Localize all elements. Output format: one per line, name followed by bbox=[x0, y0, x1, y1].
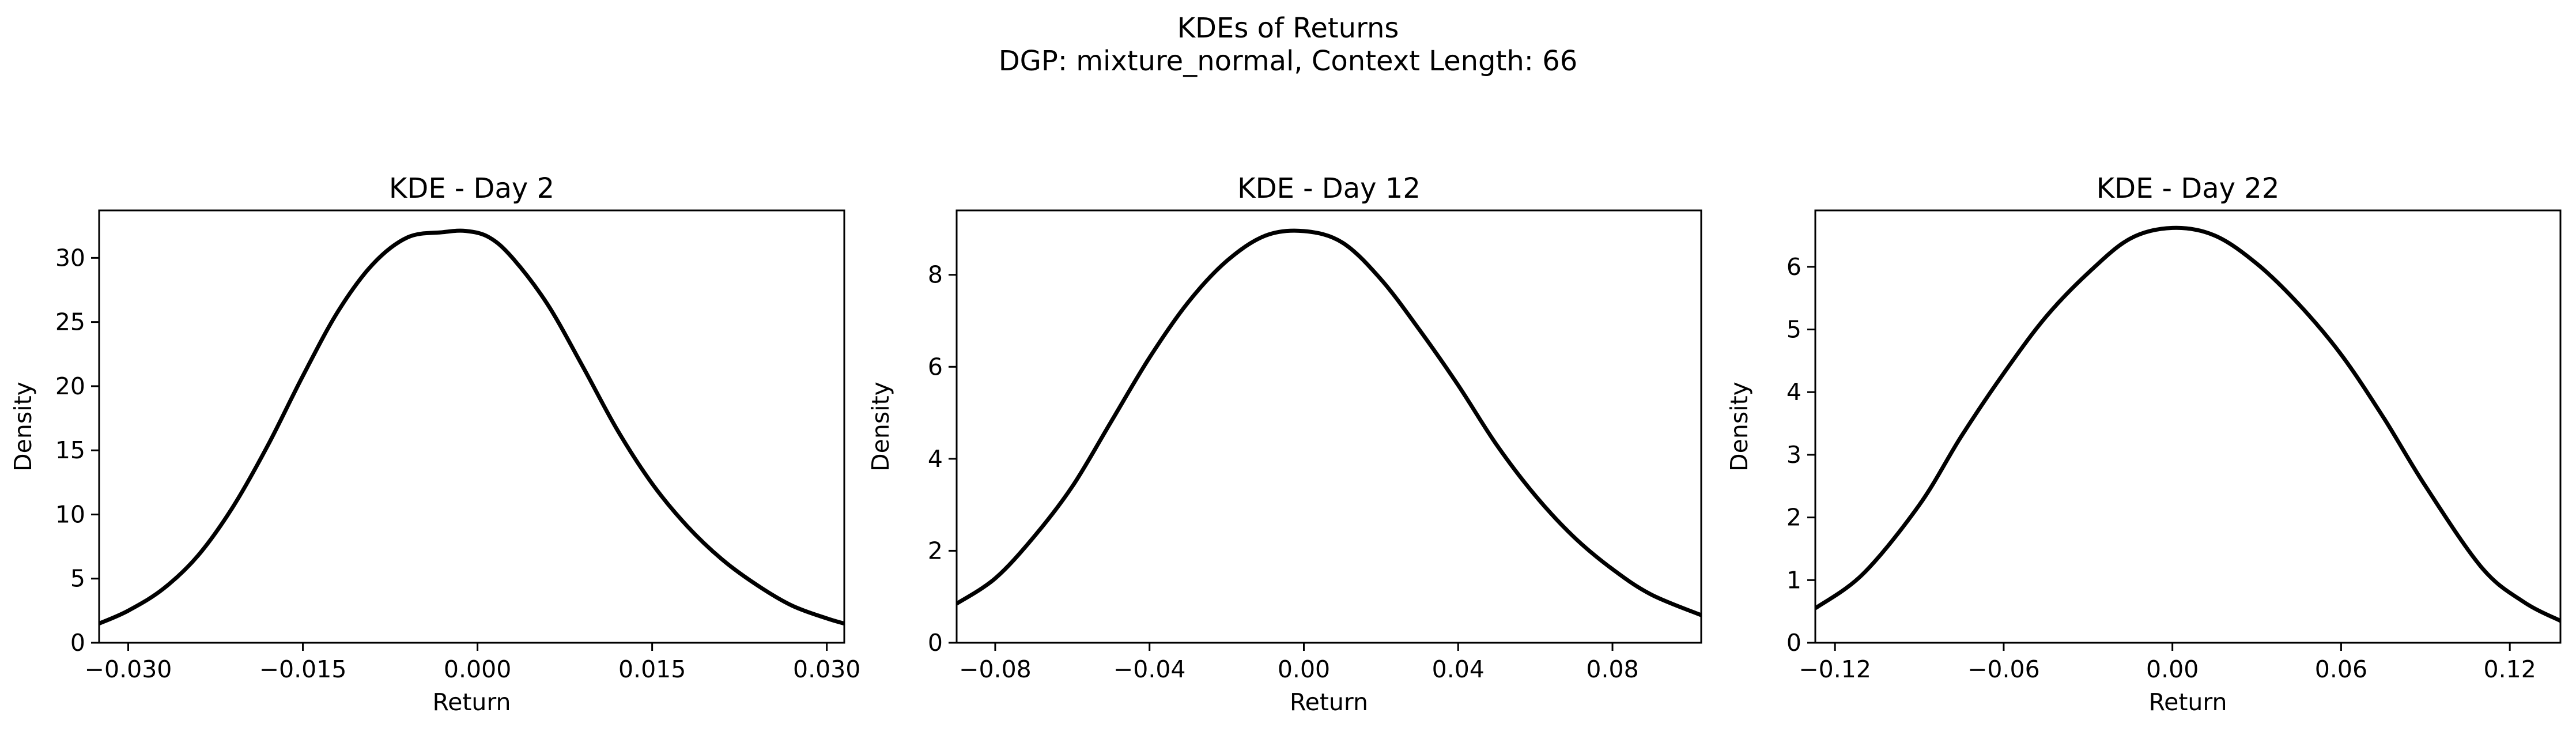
x-tick-label: 0.015 bbox=[618, 655, 686, 683]
x-tick-label: −0.12 bbox=[1799, 655, 1871, 683]
x-tick-label: 0.030 bbox=[793, 655, 860, 683]
y-tick-label: 6 bbox=[928, 353, 943, 380]
x-tick-label: 0.000 bbox=[444, 655, 511, 683]
y-tick-label: 25 bbox=[55, 308, 85, 336]
panel-title: KDE - Day 22 bbox=[2097, 172, 2280, 205]
kde-curve bbox=[1815, 225, 2560, 623]
figure-subtitle: DGP: mixture_normal, Context Length: 66 bbox=[999, 45, 1578, 77]
y-tick-label: 5 bbox=[70, 565, 85, 593]
y-axis-label: Density bbox=[867, 382, 894, 472]
y-tick-label: 5 bbox=[1786, 316, 1801, 344]
y-tick-label: 10 bbox=[55, 500, 85, 528]
kde-panel-3: −0.12 −0.06 0.00 0.06 0.12 0 1 2 3 4 5 6 KDE - Day 2… bbox=[1725, 172, 2562, 716]
y-tick-label: 8 bbox=[928, 261, 943, 289]
x-tick-label: −0.015 bbox=[259, 655, 347, 683]
y-tick-label: 15 bbox=[55, 436, 85, 464]
y-tick-label: 0 bbox=[70, 629, 85, 657]
x-tick-label: 0.08 bbox=[1586, 655, 1638, 683]
y-tick-label: 3 bbox=[1786, 441, 1801, 469]
y-tick-label: 4 bbox=[928, 445, 943, 473]
panel-title: KDE - Day 2 bbox=[389, 172, 554, 205]
figure-title: KDEs of Returns bbox=[1177, 12, 1399, 44]
x-tick-label: 0.12 bbox=[2484, 655, 2536, 683]
panel-title: KDE - Day 12 bbox=[1237, 172, 1421, 205]
y-tick-label: 0 bbox=[1786, 629, 1801, 657]
x-tick-label: −0.08 bbox=[959, 655, 1032, 683]
kde-panel-2: −0.08 −0.04 0.00 0.04 0.08 0 2 4 6 8 KDE - Day 12 R… bbox=[867, 172, 1702, 716]
axes-frame bbox=[98, 209, 845, 644]
x-axis-label: Return bbox=[432, 688, 511, 716]
y-tick-label: 30 bbox=[55, 244, 85, 272]
x-axis-label: Return bbox=[1290, 688, 1368, 716]
x-tick-label: −0.04 bbox=[1113, 655, 1186, 683]
x-tick-label: −0.06 bbox=[1967, 655, 2040, 683]
y-tick-label: 2 bbox=[928, 537, 943, 564]
y-tick-label: 1 bbox=[1786, 566, 1801, 594]
x-axis-label: Return bbox=[2148, 688, 2227, 716]
x-tick-label: 0.00 bbox=[1278, 655, 1330, 683]
y-tick-label: 6 bbox=[1786, 253, 1801, 281]
x-tick-label: −0.030 bbox=[85, 655, 172, 683]
axes-frame bbox=[1814, 209, 2562, 644]
y-tick-label: 2 bbox=[1786, 504, 1801, 532]
y-tick-label: 4 bbox=[1786, 378, 1801, 406]
axes-frame bbox=[955, 209, 1702, 644]
y-tick-label: 20 bbox=[55, 372, 85, 400]
x-tick-label: 0.04 bbox=[1432, 655, 1485, 683]
x-tick-label: 0.06 bbox=[2315, 655, 2367, 683]
y-tick-label: 0 bbox=[928, 629, 943, 657]
x-tick-label: 0.00 bbox=[2146, 655, 2199, 683]
panels: −0.030 −0.015 0.000 0.015 0.030051015202530K… bbox=[9, 172, 2562, 716]
kde-panel-1: −0.030 −0.015 0.000 0.015 0.030 0 5 10 15 20 25 30 K… bbox=[9, 172, 860, 716]
y-axis-label: Density bbox=[1725, 382, 1753, 472]
kde-curve bbox=[957, 228, 1701, 617]
y-axis-label: Density bbox=[9, 382, 37, 472]
kde-curve bbox=[99, 228, 844, 625]
